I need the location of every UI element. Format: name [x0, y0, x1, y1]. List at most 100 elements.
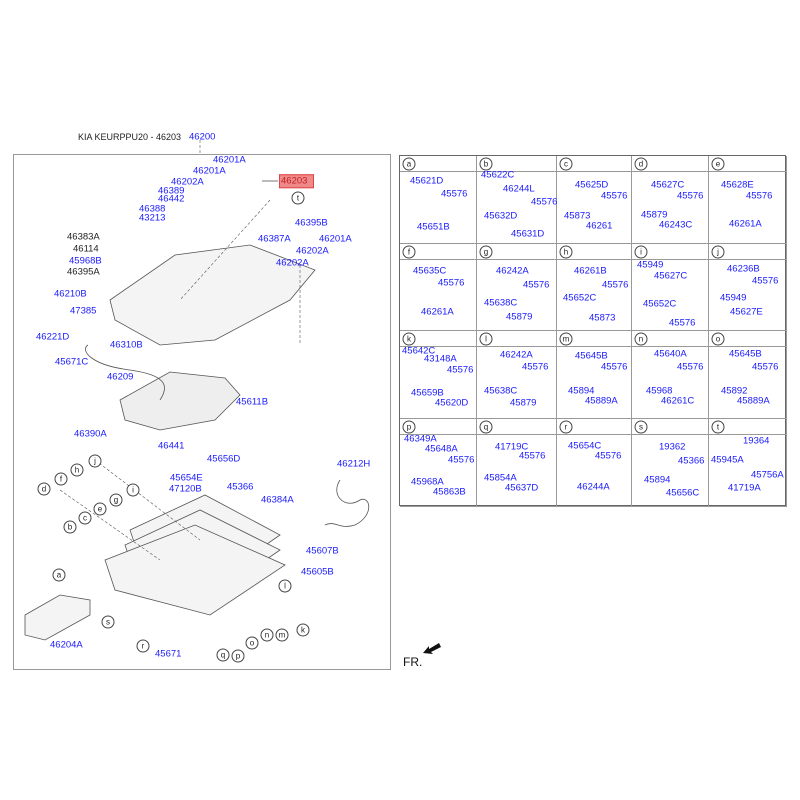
detail-part-label[interactable]: 45642C [402, 345, 436, 357]
detail-part-label[interactable]: 45652C [643, 298, 677, 310]
detail-part-label[interactable]: 45945A [711, 454, 744, 466]
part-label-47385[interactable]: 47385 [70, 305, 97, 317]
detail-part-label[interactable]: 45576 [441, 188, 468, 200]
detail-part-label[interactable]: 45576 [601, 190, 628, 202]
detail-part-label[interactable]: 45627C [651, 179, 685, 191]
detail-part-label[interactable]: 45366 [678, 455, 705, 467]
part-label-45671c[interactable]: 45671C [55, 356, 89, 368]
detail-part-label[interactable]: 45645B [575, 350, 608, 362]
detail-part-label[interactable]: 45576 [447, 364, 474, 376]
detail-part-label[interactable]: 45627C [654, 270, 688, 282]
detail-part-label[interactable]: 45576 [677, 361, 704, 373]
part-label-45968b[interactable]: 45968B [69, 255, 102, 267]
callout-m[interactable]: m [275, 628, 289, 642]
detail-part-label[interactable]: 45892 [721, 385, 748, 397]
part-label-45654e[interactable]: 45654E [170, 472, 203, 484]
part-label-46210b[interactable]: 46210B [54, 288, 87, 300]
detail-part-label[interactable]: 45576 [602, 279, 629, 291]
part-label-45671[interactable]: 45671 [155, 648, 182, 660]
part-label-46203[interactable]: 46203 [279, 174, 315, 188]
part-label-46209[interactable]: 46209 [107, 371, 134, 383]
callout-f[interactable]: f [54, 472, 68, 486]
part-label-45366[interactable]: 45366 [227, 481, 254, 493]
detail-part-label[interactable]: 41719C [495, 441, 529, 453]
detail-part-label[interactable]: 45889A [737, 395, 770, 407]
part-label-46200[interactable]: 46200 [189, 131, 216, 143]
detail-part-label[interactable]: 46236B [727, 263, 760, 275]
detail-part-label[interactable]: 43148A [424, 353, 457, 365]
detail-part-label[interactable]: 45894 [568, 385, 595, 397]
part-label-46310b[interactable]: 46310B [110, 339, 143, 351]
callout-s[interactable]: s [101, 615, 115, 629]
part-label-46442[interactable]: 46442 [158, 193, 185, 205]
part-label-46395b[interactable]: 46395B [295, 217, 328, 229]
detail-part-label[interactable]: 45576 [531, 196, 558, 208]
detail-part-label[interactable]: 45889A [585, 395, 618, 407]
part-label-46395a[interactable]: 46395A [67, 266, 100, 278]
detail-part-label[interactable]: 45894 [644, 474, 671, 486]
detail-part-label[interactable]: 45627E [730, 306, 763, 318]
callout-d[interactable]: d [37, 482, 51, 496]
detail-part-label[interactable]: 45576 [601, 361, 628, 373]
detail-part-label[interactable]: 45968 [646, 385, 673, 397]
detail-part-label[interactable]: 45648A [425, 443, 458, 455]
part-label-46202a[interactable]: 46202A [296, 245, 329, 257]
callout-n[interactable]: n [260, 628, 274, 642]
detail-part-label[interactable]: 45628E [721, 179, 754, 191]
detail-part-label[interactable]: 46261C [661, 395, 695, 407]
callout-t[interactable]: t [291, 191, 305, 205]
detail-part-label[interactable]: 45621D [410, 175, 444, 187]
detail-part-label[interactable]: 45576 [752, 361, 779, 373]
detail-part-label[interactable]: 45651B [417, 221, 450, 233]
detail-part-label[interactable]: 45576 [669, 317, 696, 329]
detail-part-label[interactable]: 45576 [746, 190, 773, 202]
callout-q[interactable]: q [216, 648, 230, 662]
detail-part-label[interactable]: 45576 [523, 279, 550, 291]
detail-part-label[interactable]: 45645B [729, 348, 762, 360]
part-label-45605b[interactable]: 45605B [301, 566, 334, 578]
part-label-45656d[interactable]: 45656D [207, 453, 241, 465]
detail-part-label[interactable]: 45625D [575, 179, 609, 191]
part-label-46387a[interactable]: 46387A [258, 233, 291, 245]
detail-part-label[interactable]: 46244L [503, 183, 535, 195]
detail-part-label[interactable]: 45635C [413, 265, 447, 277]
detail-part-label[interactable]: 45631D [511, 228, 545, 240]
part-label-46201a[interactable]: 46201A [193, 165, 226, 177]
detail-part-label[interactable]: 19362 [659, 441, 686, 453]
callout-a[interactable]: a [52, 568, 66, 582]
part-label-46202a[interactable]: 46202A [171, 176, 204, 188]
detail-part-label[interactable]: 45576 [677, 190, 704, 202]
part-label-46390a[interactable]: 46390A [74, 428, 107, 440]
part-label-46384a[interactable]: 46384A [261, 494, 294, 506]
detail-part-label[interactable]: 45659B [411, 387, 444, 399]
detail-part-label[interactable]: 45637D [505, 482, 539, 494]
detail-part-label[interactable]: 46242A [496, 265, 529, 277]
detail-part-label[interactable]: 45756A [751, 469, 784, 481]
detail-part-label[interactable]: 45638C [484, 385, 518, 397]
detail-part-label[interactable]: 46261A [421, 306, 454, 318]
detail-part-label[interactable]: 45576 [522, 361, 549, 373]
detail-part-label[interactable]: 41719A [728, 482, 761, 494]
detail-part-label[interactable]: 45640A [654, 348, 687, 360]
detail-part-label[interactable]: 45652C [563, 292, 597, 304]
callout-h[interactable]: h [70, 463, 84, 477]
detail-part-label[interactable]: 45576 [438, 277, 465, 289]
detail-part-label[interactable]: 45949 [637, 259, 664, 271]
part-label-46114[interactable]: 46114 [73, 243, 99, 255]
callout-o[interactable]: o [245, 636, 259, 650]
detail-part-label[interactable]: 46261A [729, 218, 762, 230]
callout-l[interactable]: l [278, 579, 292, 593]
part-label-45611b[interactable]: 45611B [236, 396, 269, 408]
callout-g[interactable]: g [109, 493, 123, 507]
detail-part-label[interactable]: 45654C [568, 440, 602, 452]
part-label-46201a[interactable]: 46201A [319, 233, 352, 245]
detail-part-label[interactable]: 45632D [484, 210, 518, 222]
part-label-46221d[interactable]: 46221D [36, 331, 70, 343]
detail-part-label[interactable]: 45854A [484, 472, 517, 484]
detail-part-label[interactable]: 45879 [510, 397, 537, 409]
part-label-45607b[interactable]: 45607B [306, 545, 339, 557]
callout-p[interactable]: p [231, 649, 245, 663]
part-label-46389[interactable]: 46389 [158, 185, 185, 197]
detail-part-label[interactable]: 45620D [435, 397, 469, 409]
detail-part-label[interactable]: 46243C [659, 219, 693, 231]
